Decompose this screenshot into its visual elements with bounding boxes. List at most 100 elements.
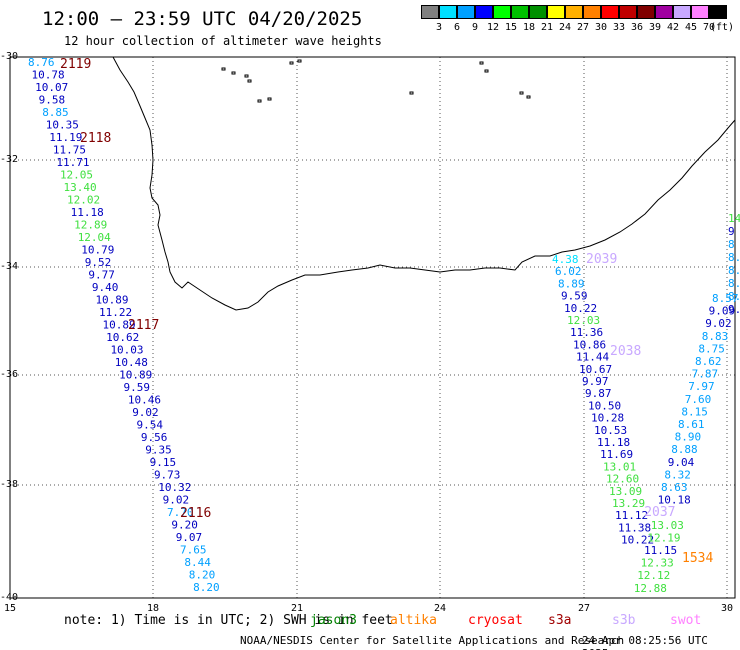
scale-label: 21 (540, 22, 554, 33)
scale-swatch (691, 5, 709, 19)
island (409, 91, 414, 95)
wave-height-value: 8.62 (695, 355, 722, 368)
wave-height-value: 10.28 (591, 412, 624, 425)
latitude-label: -34 (0, 261, 19, 272)
scale-label: 3 (435, 22, 443, 33)
scale-swatch (619, 5, 637, 19)
wave-height-value: 8.2 (728, 264, 740, 277)
island (244, 74, 249, 78)
wave-height-value: 11.38 (618, 521, 651, 534)
scale-label: 70 (702, 22, 716, 33)
island (231, 71, 236, 75)
wave-height-value: 9.56 (141, 431, 168, 444)
scale-swatch (673, 5, 691, 19)
wave-height-value: 13.29 (612, 497, 645, 510)
wave-height-value: 8.85 (42, 106, 68, 119)
wave-height-value: 8.20 (193, 581, 220, 594)
wave-height-value: 11.18 (71, 206, 104, 219)
wave-height-value: 8.76 (28, 56, 55, 69)
pass-time-label: 2117 (128, 318, 159, 333)
wave-height-value: 11.75 (53, 144, 86, 157)
scale-swatch (493, 5, 511, 19)
legend-altika: altika (390, 613, 437, 628)
pass-time-label: 1534 (682, 551, 713, 566)
pass-time-label: 2037 (644, 505, 675, 520)
wave-height-value: 10.89 (95, 294, 128, 307)
wave-height-value: 9.52 (85, 256, 112, 269)
wave-height-value: 9.02 (705, 317, 732, 330)
wave-height-value: 10.18 (658, 494, 691, 507)
wave-height-value: 8.2 (728, 251, 740, 264)
wave-height-value: 10.50 (588, 399, 621, 412)
longitude-label: 21 (291, 603, 304, 614)
scale-swatch (583, 5, 601, 19)
longitude-label: 15 (4, 603, 17, 614)
island (526, 95, 531, 99)
wave-height-value: 10.46 (128, 394, 161, 407)
wave-height-value: 10.22 (621, 534, 654, 547)
scale-swatch (511, 5, 529, 19)
wave-height-value: 10.89 (119, 369, 152, 382)
scale-swatch (547, 5, 565, 19)
wave-height-value: 9.54 (137, 419, 164, 432)
island (519, 91, 524, 95)
wave-height-value: 9.02 (132, 406, 159, 419)
wave-height-value: 8.51 (728, 290, 740, 303)
wave-height-value: 12.19 (647, 531, 680, 544)
wave-height-value: 14 (728, 212, 740, 225)
wave-height-value: 7.97 (688, 380, 715, 393)
map-frame (9, 56, 736, 599)
wave-height-value: 9.09 (709, 305, 736, 318)
wave-height-value: 9.58 (39, 94, 66, 107)
scale-swatch (529, 5, 547, 19)
wave-height-value: 10.48 (115, 356, 148, 369)
island (297, 59, 302, 63)
wave-height-value: 12.02 (67, 194, 100, 207)
scale-swatch (601, 5, 619, 19)
scale-label: 30 (594, 22, 608, 33)
scale-unit: (ft) (709, 22, 735, 33)
wave-height-value: 8.90 (675, 431, 702, 444)
scale-label: 45 (684, 22, 698, 33)
legend-cryosat: cryosat (468, 613, 523, 628)
longitude-label: 27 (578, 603, 591, 614)
wave-height-value: 9.87 (585, 387, 612, 400)
wave-height-value: 11.12 (615, 509, 648, 522)
wave-height-value: 8.15 (681, 405, 708, 418)
scale-label: 24 (558, 22, 572, 33)
wave-height-value: 8.32 (664, 468, 691, 481)
pass-time-label: 2119 (60, 57, 91, 72)
wave-height-value: 6.02 (555, 265, 582, 278)
wave-height-value: 13.01 (603, 460, 636, 473)
wave-height-value: 10.53 (594, 424, 627, 437)
coastline-path (112, 56, 736, 311)
wave-height-value: 10.86 (573, 338, 606, 351)
note-text: note: 1) Time is in UTC; 2) SWH is in fe… (64, 613, 393, 628)
island (484, 69, 489, 73)
wave-height-value: 9.04 (668, 456, 695, 469)
wave-height-value: 11.69 (600, 448, 633, 461)
wave-height-value: 8.61 (678, 418, 705, 431)
wave-height-value: 9.77 (88, 269, 115, 282)
wave-height-value: 12.88 (634, 582, 667, 595)
wave-height-value: 9.59 (561, 290, 588, 303)
wave-height-value: 12.33 (641, 557, 674, 570)
wave-height-value: 11.44 (576, 351, 609, 364)
footer-credit: NOAA/NESDIS Center for Satellite Applica… (240, 634, 625, 647)
scale-swatch (637, 5, 655, 19)
wave-height-value: 11.15 (644, 544, 677, 557)
wave-height-value: 8.44 (184, 556, 211, 569)
legend-s3a: s3a (548, 613, 572, 628)
wave-height-value: 9.73 (154, 469, 181, 482)
wave-height-value: 8.63 (661, 481, 688, 494)
wave-height-value: 8.75 (698, 342, 725, 355)
wave-height-value: 13.03 (651, 519, 684, 532)
island (267, 97, 272, 101)
longitude-label: 30 (721, 603, 734, 614)
latitude-label: -38 (0, 479, 19, 490)
scale-swatch (655, 5, 673, 19)
scale-swatch (709, 5, 727, 19)
latitude-label: -30 (0, 51, 19, 62)
